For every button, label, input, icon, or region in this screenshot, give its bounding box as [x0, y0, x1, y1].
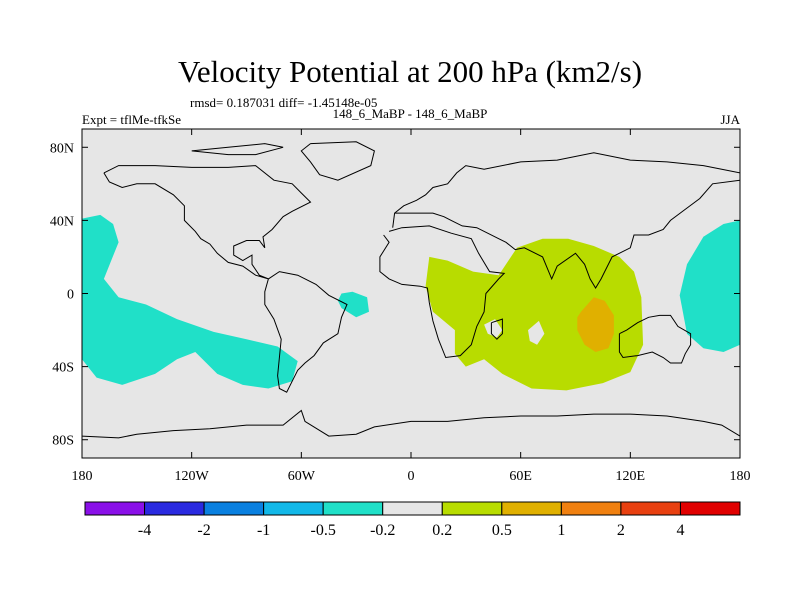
positive-core-region — [577, 297, 614, 352]
greenland-coastline — [300, 141, 375, 181]
colorbar-swatch — [560, 501, 622, 516]
right-label: JJA — [720, 112, 740, 127]
colorbar-swatch — [263, 501, 324, 516]
colorbar-swatch — [84, 501, 146, 516]
map-background — [82, 129, 740, 458]
eurasia-coastline — [392, 152, 740, 228]
x-tick-label: 180 — [72, 469, 93, 484]
madagascar-coastline — [490, 318, 503, 340]
colorbar-swatch — [144, 501, 205, 516]
x-tick-label: 60E — [509, 469, 532, 484]
colorbar-swatch — [501, 501, 562, 516]
colorbar-label: 1 — [557, 522, 565, 539]
south-america-coastline — [264, 271, 348, 393]
north-america-coastline — [103, 165, 312, 280]
colorbar-label: 2 — [617, 522, 625, 539]
colorbar-swatch — [679, 501, 741, 516]
atlantic-negative-patch — [337, 291, 369, 318]
arabian-notch — [484, 319, 503, 338]
y-tick-label: 40S — [52, 361, 74, 376]
colorbar-label: -0.2 — [370, 522, 395, 539]
y-tick-label: 80S — [52, 434, 74, 449]
x-axis: 180 120W 60W 0 60E 120E 180 — [72, 129, 751, 484]
africa-coastline — [379, 225, 506, 359]
colorbar-swatch — [322, 501, 384, 516]
pacific-negative-region — [82, 214, 298, 389]
y-tick-label: 40N — [50, 214, 74, 229]
left-label: Expt = tflMe-tfkSe — [82, 112, 181, 127]
colorbar-swatch — [203, 501, 265, 516]
coastline-layer — [82, 141, 740, 439]
australia-coastline — [618, 314, 692, 364]
colorbar: -4 -2 -1 -0.5 -0.2 0.2 0.5 1 2 4 — [84, 501, 741, 539]
colorbar-swatch — [620, 501, 681, 516]
stats-line: rmsd= 0.187031 diff= -1.45148e-05 — [190, 95, 377, 110]
x-tick-label: 60W — [288, 469, 316, 484]
madagascar-notch — [528, 320, 545, 345]
colorbar-label: 0.2 — [432, 522, 452, 539]
y-axis: 80N 40N 0 40S 80S — [50, 141, 740, 449]
antarctica-coastline — [82, 409, 740, 439]
colorbar-label: -4 — [138, 522, 151, 539]
x-tick-label: 180 — [730, 469, 751, 484]
y-tick-label: 0 — [67, 288, 74, 303]
colorbar-label: -2 — [197, 522, 210, 539]
asia-south-coastline — [394, 179, 740, 289]
x-tick-label: 0 — [408, 469, 415, 484]
land-mask-layer — [484, 319, 545, 345]
center-label: 148_6_MaBP - 148_6_MaBP — [333, 106, 488, 121]
y-tick-label: 80N — [50, 141, 74, 156]
x-tick-label: 120W — [175, 469, 210, 484]
x-tick-label: 120E — [616, 469, 646, 484]
colorbar-label: 0.5 — [492, 522, 512, 539]
arctic-islands-coastline — [191, 143, 284, 156]
colorbar-label: 4 — [676, 522, 684, 539]
chart-title: Velocity Potential at 200 hPa (km2/s) — [178, 54, 642, 89]
west-pacific-negative-region — [679, 220, 740, 352]
colorbar-label: -1 — [257, 522, 270, 539]
colorbar-label: -0.5 — [311, 522, 336, 539]
colorbar-swatch — [382, 501, 443, 516]
colorbar-swatch — [441, 501, 503, 516]
